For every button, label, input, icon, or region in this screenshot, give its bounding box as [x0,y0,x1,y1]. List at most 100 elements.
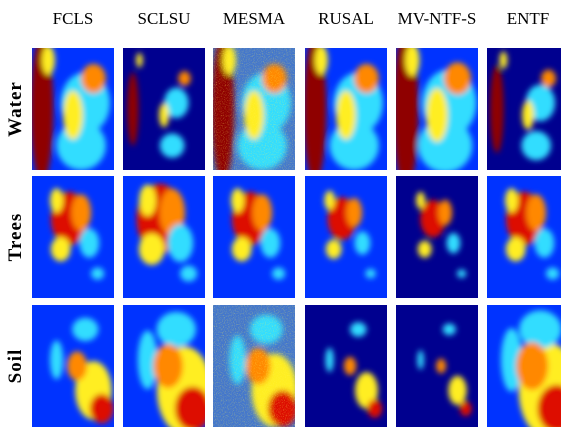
map-blob [541,69,556,88]
map-blob [546,267,560,280]
abundance-map [123,176,205,298]
map-content [305,48,387,170]
map-content [123,48,205,170]
abundance-map [487,176,561,298]
abundance-map [305,48,387,170]
map-blobs [50,317,114,424]
map-blob [325,239,342,259]
map-blobs [505,188,560,280]
map-blob [139,184,157,217]
map-blob [442,323,456,336]
abundance-map [396,176,478,298]
map-blob [41,48,55,75]
abundance-map [32,305,114,427]
map-blobs [325,322,383,418]
abundance-map [213,305,295,427]
map-blob [505,237,526,262]
map-blobs [417,323,472,417]
map-blobs [416,191,467,278]
map-blob [436,358,447,374]
map-blob [252,194,273,231]
abundance-map [213,176,295,298]
map-blob [138,233,165,266]
map-blob [32,48,54,170]
map-blobs [127,52,191,158]
map-blob [231,237,252,262]
abundance-map [123,48,205,170]
map-blob [526,194,547,231]
map-content [213,48,295,170]
map-blob [67,351,87,381]
abundance-map [305,305,387,427]
map-blob [448,375,467,406]
map-blob [167,224,194,263]
abundance-map [396,305,478,427]
map-blob [350,322,367,337]
abundance-map [213,48,295,170]
column-header: FCLS [53,9,94,28]
map-background [396,176,478,298]
map-content [305,176,387,298]
map-blob [314,48,328,75]
map-blob [416,191,426,209]
map-blob [156,311,196,347]
map-blob [50,237,71,262]
map-content [487,176,561,298]
map-blob [174,386,205,427]
abundance-map [32,176,114,298]
map-blob [516,342,549,390]
map-blob [343,356,357,376]
map-blob [50,188,64,213]
column-header: ENTF [507,9,550,28]
map-blob [260,228,281,258]
map-blob [534,228,555,258]
abundance-map [305,176,387,298]
column-header: SCLSU [138,9,191,28]
map-content [123,305,205,427]
map-blob [272,267,286,280]
map-blob [396,48,419,170]
map-blob [417,240,432,258]
map-content [213,176,295,298]
map-blobs [32,48,110,170]
map-blob [500,328,523,392]
map-blob [505,188,519,213]
map-blobs [136,183,198,282]
map-blob [457,269,467,278]
abundance-map [487,48,561,170]
map-blob [459,401,472,417]
map-blob [324,190,335,211]
map-blob [50,340,64,380]
map-blob [443,62,472,95]
map-blob [537,384,561,427]
map-blob [136,52,143,68]
map-blob [336,90,356,140]
map-blobs [324,190,376,279]
map-content [32,48,114,170]
map-blob [91,267,105,280]
map-blob [521,130,551,161]
map-content [305,305,387,427]
map-blob [81,63,106,94]
map-content [32,305,114,427]
map-content [32,176,114,298]
map-blobs [50,188,105,280]
map-blobs [396,48,477,170]
map-blob [153,344,183,388]
map-blob [367,399,383,418]
map-blob [159,102,169,128]
map-blob [355,372,378,409]
map-blob [72,317,99,342]
map-noise [213,305,295,427]
abundance-map [487,305,561,427]
map-blob [518,310,561,349]
abundance-map [123,305,205,427]
column-header: MESMA [223,9,286,28]
abundance-map [32,48,114,170]
map-blob [489,65,504,153]
map-blob [164,87,189,119]
map-blob [346,197,363,228]
map-blob [499,51,508,69]
map-blob [137,330,158,390]
